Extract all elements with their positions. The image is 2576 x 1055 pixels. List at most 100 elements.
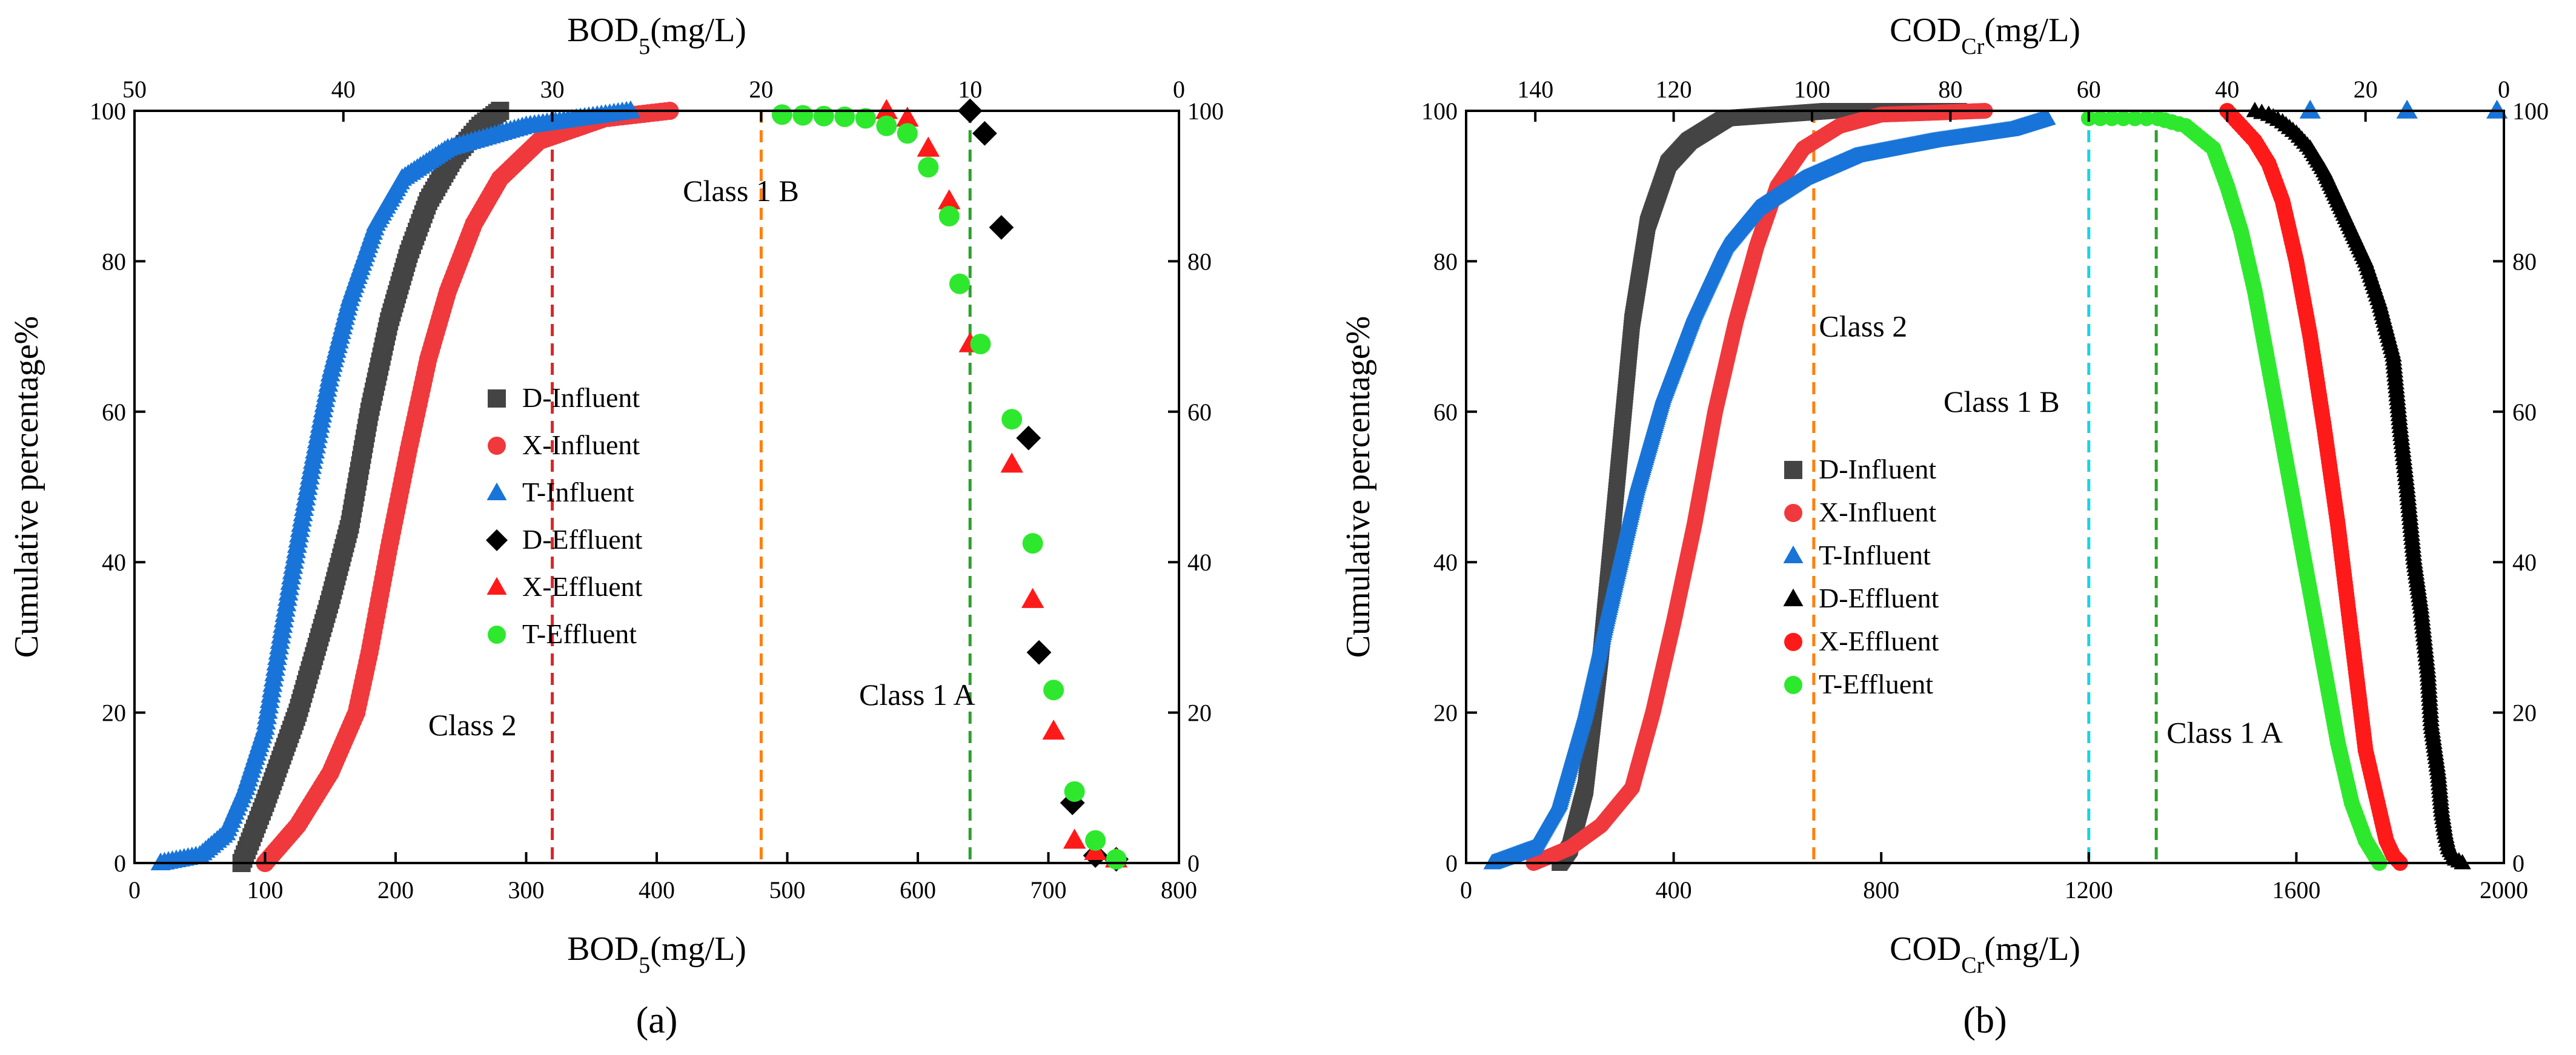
series-d-effluent (957, 98, 1129, 872)
legend: D-Influent X-Influent T-Influent D-Effluent… (1783, 454, 1939, 699)
legend-marker (1784, 461, 1802, 479)
legend-label: D-Effluent (522, 524, 643, 555)
legend-label: X-Influent (522, 429, 640, 460)
legend-marker (1784, 504, 1802, 522)
data-point (972, 121, 997, 146)
y-right-tick-label: 40 (2512, 549, 2537, 576)
data-point (2103, 110, 2120, 127)
x-tick-label: 400 (639, 876, 675, 904)
data-point (938, 205, 960, 227)
series-t-influent-top (2299, 99, 2508, 119)
data-point (1022, 533, 1043, 554)
data-point (2115, 110, 2131, 127)
data-point (1016, 425, 1041, 451)
legend-marker (1783, 588, 1804, 606)
series-t-influent (1483, 109, 2056, 870)
legend-label: X-Effluent (1819, 626, 1939, 656)
y-right-tick-label: 0 (1187, 850, 1200, 877)
x-axis-title: CODCr(mg/L) (1890, 930, 2080, 978)
panel-label: (a) (636, 1000, 678, 1041)
panel-label: (b) (1963, 1000, 2007, 1041)
data-point (1043, 680, 1064, 701)
x-tick-label: 0 (128, 876, 141, 904)
legend-marker (486, 577, 507, 595)
top-tick-label: 30 (540, 76, 565, 103)
x-tick-label: 1200 (2065, 876, 2113, 904)
x-tick-label: 0 (1460, 876, 1472, 904)
data-point (792, 105, 814, 126)
y-right-tick-label: 80 (2512, 248, 2537, 275)
data-point (620, 100, 641, 118)
x-axis-title: BOD5(mg/L) (567, 930, 746, 978)
data-point (1042, 719, 1065, 740)
annotation: Class 1 A (2166, 715, 2283, 749)
x-tick-label: 600 (900, 876, 936, 904)
y-tick-label: 100 (1421, 98, 1458, 125)
data-point (876, 115, 897, 136)
series-t-effluent (2080, 110, 2388, 871)
top-tick-label: 40 (2215, 76, 2239, 103)
x-tick-label: 300 (508, 876, 545, 904)
data-point (897, 123, 918, 144)
top-tick-label: 60 (2077, 76, 2101, 103)
series-x-effluent (875, 99, 1128, 868)
y-tick-label: 100 (90, 98, 126, 125)
series-x-influent (1525, 103, 1993, 871)
y-tick-label: 40 (102, 549, 126, 576)
top-tick-label: 20 (2354, 76, 2378, 103)
legend-label: T-Effluent (522, 618, 637, 649)
data-point (1021, 587, 1044, 608)
y-right-tick-label: 100 (2512, 98, 2549, 125)
x-tick-label: 800 (1863, 876, 1899, 904)
data-point (2299, 99, 2321, 119)
top-axis-title: BOD5(mg/L) (567, 12, 746, 59)
data-point (2454, 854, 2471, 870)
legend-marker (488, 389, 506, 408)
data-point (918, 157, 939, 178)
y-tick-label: 60 (1433, 399, 1458, 426)
legend-label: T-Influent (1819, 540, 1931, 570)
annotation: Class 1 B (1944, 385, 2060, 418)
data-point (813, 105, 834, 127)
plot-frame (1465, 110, 2505, 864)
legend-marker (1784, 633, 1802, 651)
top-tick-label: 50 (122, 76, 147, 103)
legend-label: X-Effluent (522, 571, 643, 602)
annotation: Class 2 (428, 708, 517, 742)
data-point (2092, 110, 2108, 127)
y-tick-label: 80 (1433, 248, 1458, 275)
data-point (949, 273, 970, 294)
data-point (2396, 99, 2418, 119)
series-x-influent (256, 102, 679, 872)
data-point (917, 136, 940, 157)
data-point (1026, 640, 1052, 665)
top-tick-label: 40 (331, 76, 356, 103)
legend: D-Influent X-Influent T-Influent D-Effluent… (486, 382, 643, 649)
legend-marker (486, 482, 507, 500)
top-axis-title: CODCr(mg/L) (1890, 12, 2080, 59)
y-tick-label: 20 (102, 699, 126, 727)
data-point (896, 106, 919, 127)
y-right-tick-label: 60 (1187, 399, 1212, 426)
data-point (989, 215, 1014, 240)
data-point (2038, 109, 2056, 125)
data-point (1000, 452, 1023, 473)
annotation: Class 1 A (859, 678, 975, 712)
y-right-tick-label: 0 (2512, 850, 2525, 877)
annotation: Class 1 B (683, 174, 799, 208)
y-tick-label: 0 (1446, 850, 1458, 877)
y-axis-title: Cumulative percentage% (1339, 316, 1377, 658)
series-d-effluent (2246, 102, 2471, 870)
y-right-tick-label: 80 (1187, 248, 1212, 275)
y-tick-label: 60 (102, 399, 126, 426)
x-tick-label: 2000 (2480, 876, 2528, 904)
y-axis-title: Cumulative percentage% (8, 316, 45, 658)
top-tick-label: 80 (1938, 76, 1962, 103)
x-tick-label: 1600 (2272, 876, 2320, 904)
annotation: Class 2 (1819, 309, 1907, 343)
legend-label: T-Influent (522, 477, 634, 508)
y-right-tick-label: 20 (1187, 699, 1212, 727)
data-point (970, 334, 991, 355)
